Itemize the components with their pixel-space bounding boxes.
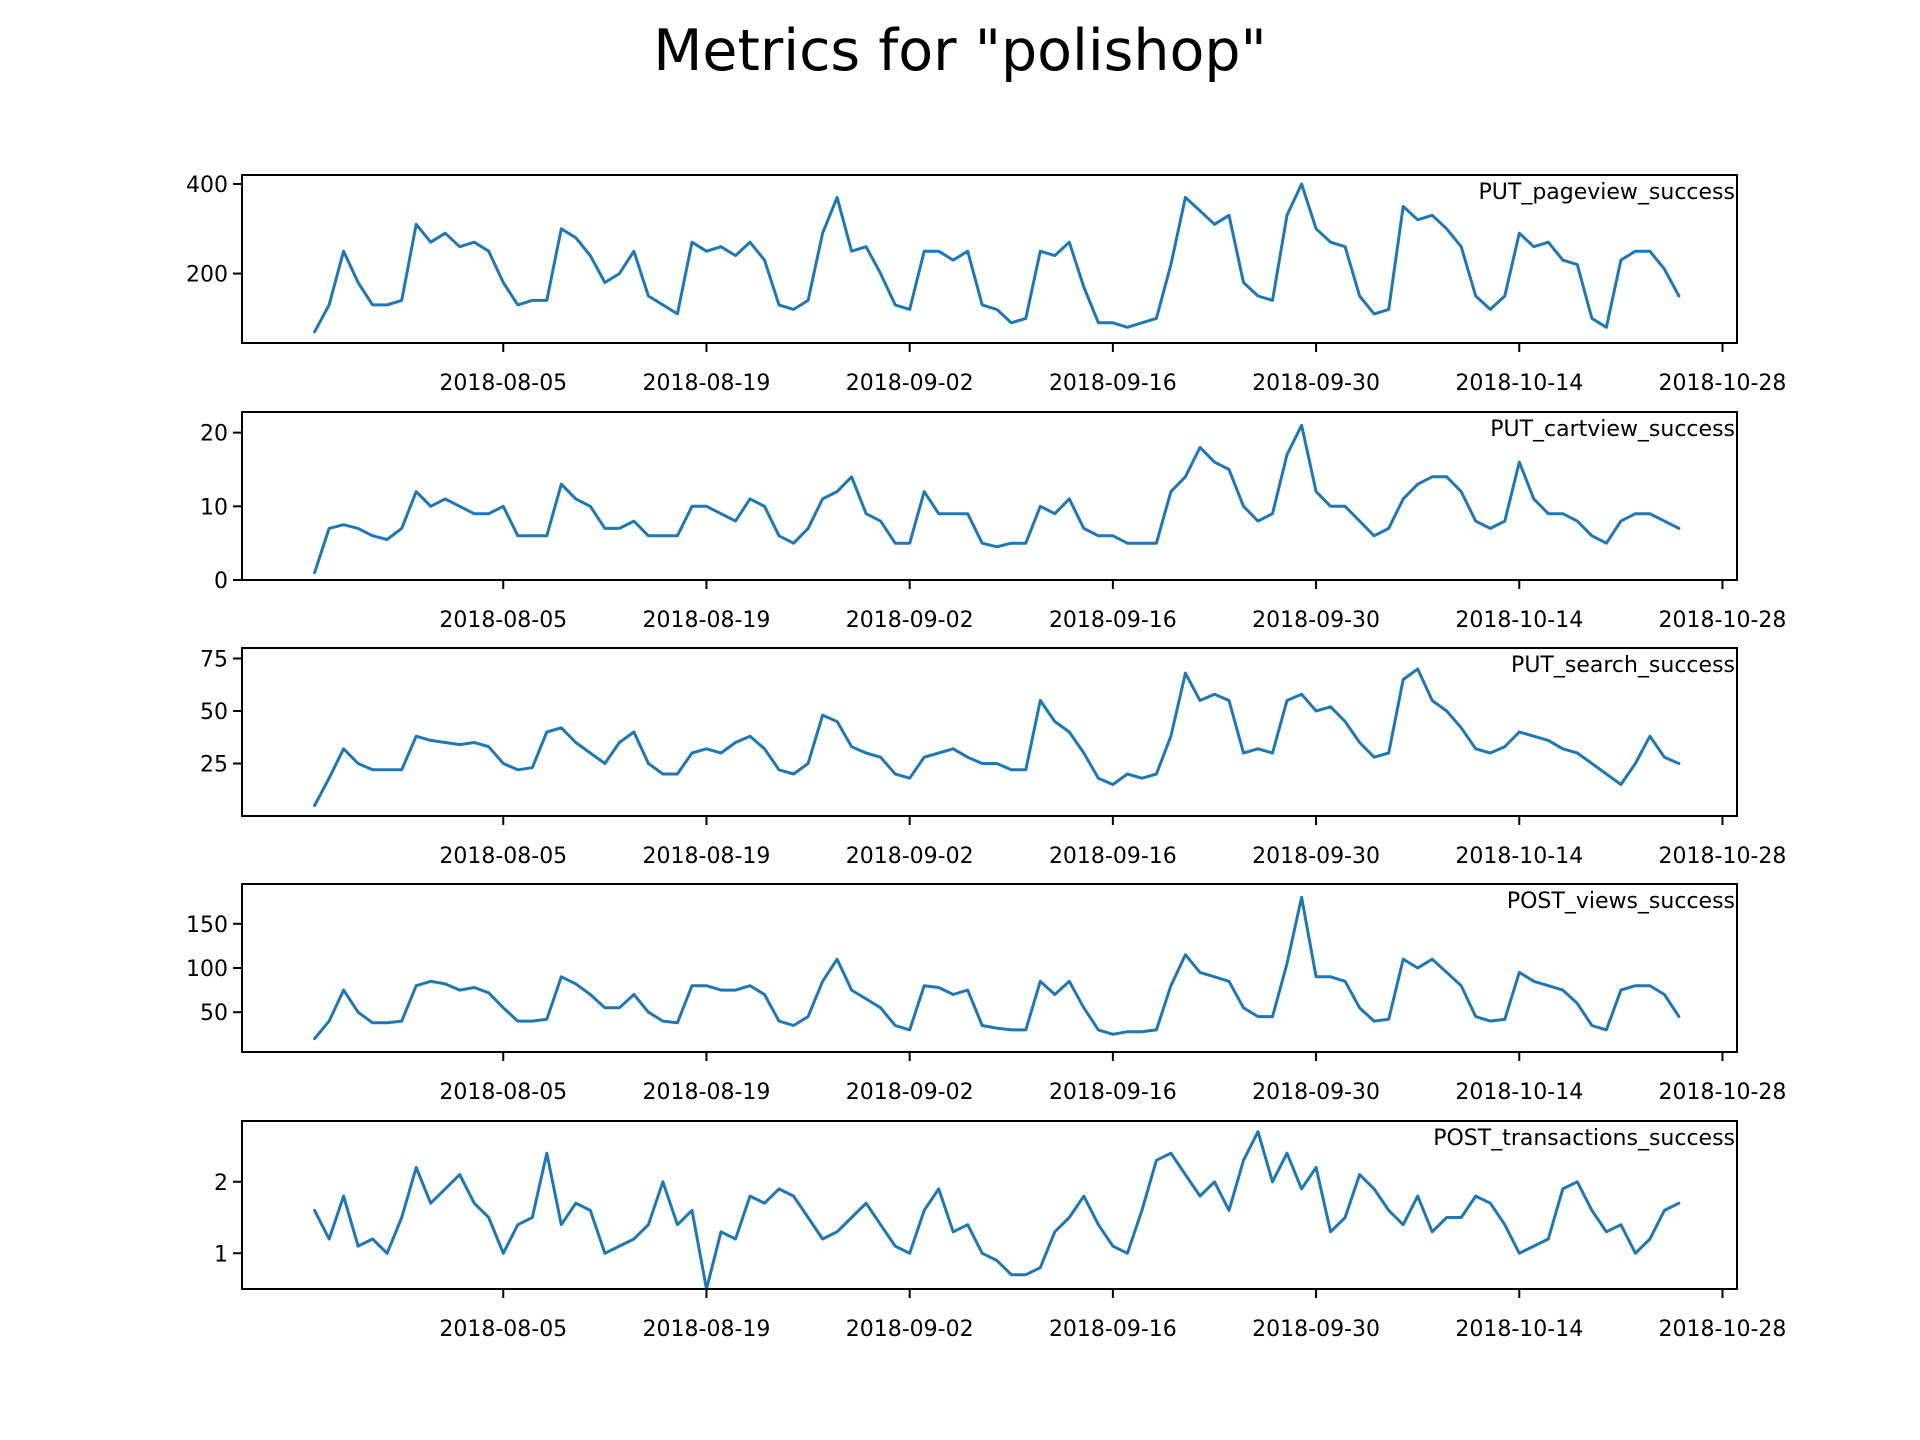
x-tick-label: 2018-08-05 [439,1080,567,1105]
x-tick-label: 2018-09-02 [846,371,974,396]
series-line [313,182,1681,334]
figure-title: Metrics for "polishop" [653,18,1267,84]
y-tick-label: 2 [214,1171,228,1196]
series-line [313,1130,1681,1291]
y-tick-label: 1 [214,1242,228,1267]
y-tick-label: 10 [200,495,228,520]
y-tick-label: 50 [200,700,228,725]
subplot-5: 2018-08-05 2018-08-19 2018-09-02 2018-09-16… [214,1120,1787,1342]
subplot-title: PUT_pageview_success [1479,180,1735,205]
y-tick-label: 100 [186,957,228,982]
y-tick-label: 0 [214,569,228,594]
x-tick-label: 2018-10-14 [1455,371,1583,396]
subplot-title: POST_views_success [1507,889,1735,914]
subplot-2: 2018-08-05 2018-08-19 2018-09-02 2018-09-16… [200,411,1787,633]
x-tick-label: 2018-08-05 [439,608,567,633]
y-tick-label: 200 [186,263,228,288]
series-line [313,423,1681,575]
x-tick-label: 2018-08-19 [643,1317,771,1342]
x-tick-label: 2018-10-14 [1455,1317,1583,1342]
x-tick-label: 2018-09-30 [1252,371,1380,396]
x-tick-label: 2018-09-30 [1252,1317,1380,1342]
x-tick-label: 2018-09-02 [846,1080,974,1105]
x-tick-label: 2018-09-16 [1049,608,1177,633]
x-tick-label: 2018-08-19 [643,1080,771,1105]
x-tick-label: 2018-09-30 [1252,608,1380,633]
subplot-title: POST_transactions_success [1433,1126,1735,1151]
subplot-title: PUT_search_success [1511,653,1735,678]
x-tick-label: 2018-08-05 [439,1317,567,1342]
y-tick-label: 150 [186,913,228,938]
x-tick-label: 2018-10-28 [1659,608,1787,633]
x-tick-label: 2018-09-30 [1252,844,1380,869]
subplot-title: PUT_cartview_success [1490,417,1735,442]
x-tick-label: 2018-09-30 [1252,1080,1380,1105]
x-tick-label: 2018-10-14 [1455,608,1583,633]
x-tick-label: 2018-09-02 [846,1317,974,1342]
series-line [313,895,1681,1041]
y-tick-label: 50 [200,1001,228,1026]
y-tick-label: 75 [200,648,228,673]
x-tick-label: 2018-10-14 [1455,844,1583,869]
x-tick-label: 2018-10-28 [1659,371,1787,396]
plot-frame [241,174,1738,344]
subplot-3: 2018-08-05 2018-08-19 2018-09-02 2018-09-16… [200,647,1787,869]
x-tick-label: 2018-08-05 [439,371,567,396]
x-tick-label: 2018-09-16 [1049,1317,1177,1342]
subplot-1: 2018-08-05 2018-08-19 2018-09-02 2018-09-16… [186,173,1786,396]
x-tick-label: 2018-10-14 [1455,1080,1583,1105]
x-tick-label: 2018-09-02 [846,608,974,633]
x-tick-label: 2018-10-28 [1659,1317,1787,1342]
series-line [313,667,1681,807]
x-tick-label: 2018-09-16 [1049,1080,1177,1105]
x-tick-label: 2018-08-19 [643,844,771,869]
x-tick-label: 2018-10-28 [1659,1080,1787,1105]
subplot-4: 2018-08-05 2018-08-19 2018-09-02 2018-09-16… [186,883,1787,1105]
y-tick-label: 400 [186,173,228,198]
plot-frame [241,1120,1738,1290]
x-tick-label: 2018-10-28 [1659,844,1787,869]
x-tick-label: 2018-08-05 [439,844,567,869]
plot-frame [241,647,1738,817]
x-tick-label: 2018-08-19 [643,371,771,396]
x-tick-label: 2018-09-16 [1049,844,1177,869]
y-tick-label: 25 [200,753,228,778]
x-tick-label: 2018-08-19 [643,608,771,633]
x-tick-label: 2018-09-02 [846,844,974,869]
y-tick-label: 20 [200,422,228,447]
x-tick-label: 2018-09-16 [1049,371,1177,396]
plot-frame [241,411,1738,581]
